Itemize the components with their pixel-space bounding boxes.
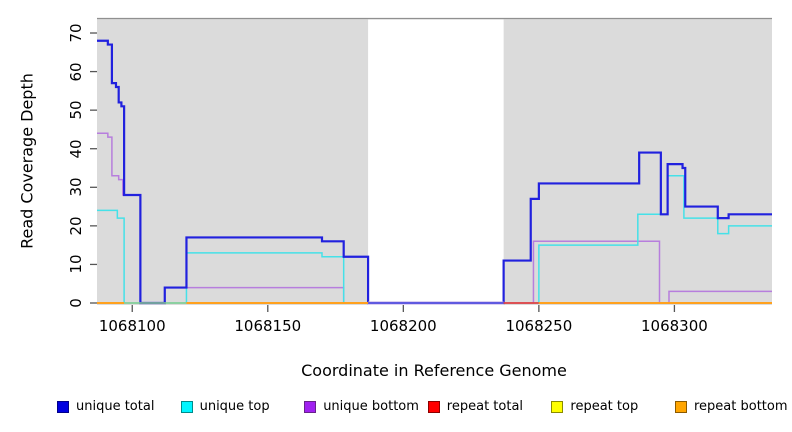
legend-label: repeat total [446,399,524,414]
series-unique-total [97,39,772,305]
legend-label: unique total [76,399,155,414]
legend-swatch-unique-top [180,401,193,413]
legend-label: repeat top [570,399,639,414]
legend-swatch-repeat-total [427,401,440,413]
x-tick-label: 1068100 [98,317,166,335]
legend-swatch-unique-bottom [304,401,317,413]
y-tick-label: 30 [67,177,85,197]
y-tick-label: 10 [67,254,85,274]
y-tick-label: 20 [67,216,85,236]
legend-label: unique bottom [323,399,419,414]
legend: unique total unique top unique bottom repea… [0,398,792,422]
legend-label: unique top [199,399,270,414]
x-tick-label: 1068250 [505,317,573,335]
x-axis-label: Coordinate in Reference Genome [301,361,567,380]
y-tick-label: 60 [67,62,85,82]
y-axis-label: Read Coverage Depth [17,73,37,249]
y-tick-label: 70 [67,23,85,43]
legend-swatch-unique-total [57,401,69,413]
x-tick-label: 1068150 [234,317,302,335]
legend-swatch-repeat-bottom [675,401,687,413]
x-tick-label: 1068300 [641,317,708,335]
y-tick-label: 50 [67,100,85,120]
legend-label: repeat bottom [694,399,788,414]
y-tick-label: 40 [67,139,85,159]
masked-region [368,19,504,305]
series-unique-top [97,174,772,304]
legend-swatch-repeat-top [551,401,564,413]
y-tick-label: 0 [67,298,85,308]
x-tick-label: 1068200 [369,317,437,335]
